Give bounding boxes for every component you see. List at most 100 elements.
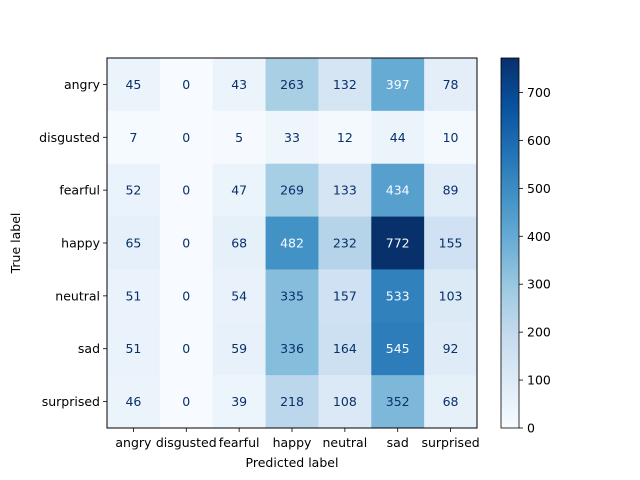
colorbar-tick-label: 400 <box>527 229 551 244</box>
heatmap-cell <box>159 163 214 218</box>
heatmap-cell <box>424 375 478 429</box>
cell-value-label: 0 <box>182 183 190 198</box>
heatmap-cell <box>318 110 372 165</box>
heatmap-cell <box>318 58 372 112</box>
x-tick-label: neutral <box>322 435 367 450</box>
cell-value-label: 5 <box>235 130 243 145</box>
heatmap-cell <box>159 216 214 270</box>
cell-value-label: 155 <box>439 236 463 251</box>
heatmap-cell <box>371 58 425 112</box>
y-tick-label: disgusted <box>39 130 100 145</box>
heatmap-cell <box>107 163 161 218</box>
cell-value-label: 772 <box>386 236 410 251</box>
heatmap-cell <box>212 163 267 218</box>
cell-value-label: 92 <box>443 341 459 356</box>
cell-value-label: 0 <box>182 341 190 356</box>
cell-value-label: 533 <box>386 288 410 303</box>
cell-value-label: 0 <box>182 394 190 409</box>
heatmap-cell <box>265 163 319 218</box>
colorbar-tick-label: 600 <box>527 133 551 148</box>
cell-value-label: 0 <box>182 236 190 251</box>
colorbar-tick-label: 700 <box>527 85 551 100</box>
heatmap-cell <box>318 163 372 218</box>
cell-value-label: 39 <box>231 394 247 409</box>
y-axis-label: True label <box>8 213 23 275</box>
heatmap-cell <box>371 110 425 165</box>
heatmap-cell <box>107 58 161 112</box>
y-tick-label: fearful <box>59 183 100 198</box>
cell-value-label: 218 <box>280 394 304 409</box>
heatmap-cell <box>212 375 267 429</box>
cell-value-label: 54 <box>231 288 247 303</box>
cell-value-label: 45 <box>125 77 141 92</box>
cell-value-label: 51 <box>125 288 141 303</box>
y-tick-label: sad <box>78 341 100 356</box>
y-axis-ticks: angry disgusted fearful happy neutral sad surp… <box>39 77 107 409</box>
heatmap-cell <box>212 216 267 270</box>
heatmap-cell <box>318 216 372 270</box>
x-tick-label: disgusted <box>156 435 217 450</box>
heatmap-cell <box>159 269 214 323</box>
heatmap-cell <box>371 375 425 429</box>
cell-value-label: 232 <box>333 236 357 251</box>
heatmap-cell <box>265 269 319 323</box>
cell-value-label: 47 <box>231 183 247 198</box>
heatmap-cell <box>318 375 372 429</box>
heatmap-cell <box>159 58 214 112</box>
heatmap-cell <box>265 375 319 429</box>
colorbar-ticks: 0 100 200 300 400 500 600 700 <box>519 85 551 436</box>
heatmap-cell <box>107 110 161 165</box>
heatmap-cell <box>265 216 319 270</box>
heatmap-cell <box>265 110 319 165</box>
x-axis-label: Predicted label <box>246 455 339 470</box>
cell-value-label: 43 <box>231 77 247 92</box>
heatmap-cell <box>159 110 214 165</box>
heatmap-cell <box>371 163 425 218</box>
cell-value-label: 78 <box>443 77 459 92</box>
cell-value-label: 108 <box>333 394 357 409</box>
cell-value-label: 352 <box>386 394 410 409</box>
cell-value-label: 68 <box>231 236 247 251</box>
cell-value-label: 397 <box>386 77 410 92</box>
cell-value-label: 263 <box>280 77 304 92</box>
heatmap-cell <box>424 163 478 218</box>
heatmap-cell <box>371 322 425 376</box>
x-axis-ticks: angry disgusted fearful happy neutral sad surp… <box>115 428 480 450</box>
y-tick-label: neutral <box>55 288 100 303</box>
cell-value-label: 157 <box>333 288 357 303</box>
cell-value-label: 0 <box>182 130 190 145</box>
cell-value-label: 336 <box>280 341 304 356</box>
colorbar-tick-label: 300 <box>527 277 551 292</box>
heatmap-cell <box>318 322 372 376</box>
heatmap-cell <box>212 110 267 165</box>
heatmap-cell <box>318 269 372 323</box>
heatmap-cell <box>212 269 267 323</box>
cell-value-label: 103 <box>439 288 463 303</box>
cell-value-label: 335 <box>280 288 304 303</box>
cell-value-label: 133 <box>333 183 357 198</box>
colorbar-tick-label: 100 <box>527 373 551 388</box>
cell-value-label: 545 <box>386 341 410 356</box>
cell-value-label: 52 <box>125 183 141 198</box>
cell-value-label: 46 <box>125 394 141 409</box>
cell-value-label: 10 <box>443 130 459 145</box>
x-tick-label: happy <box>273 435 312 450</box>
heatmap-cell <box>107 322 161 376</box>
heatmap-cell <box>424 216 478 270</box>
heatmap-cell <box>159 322 214 376</box>
cell-value-label: 59 <box>231 341 247 356</box>
x-tick-label: sad <box>387 435 409 450</box>
heatmap-cell <box>424 269 478 323</box>
heatmap-cell <box>107 375 161 429</box>
cell-value-label: 132 <box>333 77 357 92</box>
y-tick-label: surprised <box>42 394 100 409</box>
y-tick-label: happy <box>61 236 100 251</box>
heatmap-cell <box>107 269 161 323</box>
x-tick-label: angry <box>115 435 152 450</box>
heatmap-cell <box>424 322 478 376</box>
cell-value-label: 33 <box>284 130 300 145</box>
heatmap-cell <box>371 269 425 323</box>
cell-value-label: 51 <box>125 341 141 356</box>
